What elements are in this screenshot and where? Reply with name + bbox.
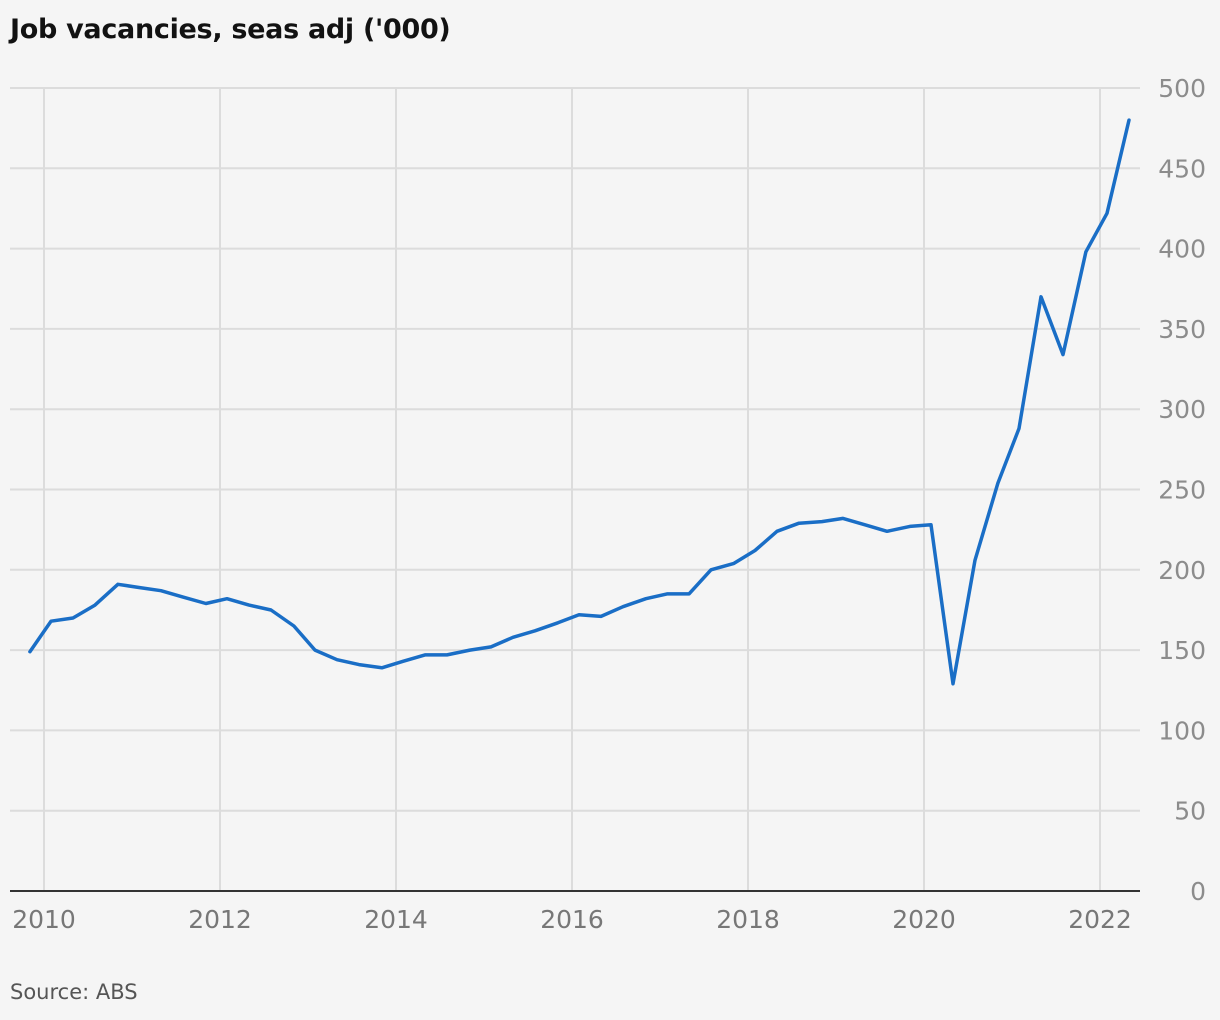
source-note: Source: ABS <box>10 980 138 1004</box>
y-tick-label: 50 <box>1174 797 1206 826</box>
y-tick-label: 250 <box>1158 476 1206 505</box>
x-tick-label: 2010 <box>12 905 76 934</box>
series-layer <box>28 118 1131 686</box>
x-tick-label: 2016 <box>540 905 604 934</box>
y-tick-label: 350 <box>1158 315 1206 344</box>
gridlines <box>10 87 1140 891</box>
y-axis-ticks: 0 50 100 150 200 250 300 350 400 450 500 <box>1158 74 1206 906</box>
y-tick-label: 300 <box>1158 395 1206 424</box>
chart-title: Job vacancies, seas adj ('000) <box>10 14 451 45</box>
series-line <box>28 118 1131 686</box>
x-tick-label: 2020 <box>892 905 956 934</box>
y-tick-label: 150 <box>1158 636 1206 665</box>
x-tick-label: 2012 <box>188 905 252 934</box>
y-tick-label: 500 <box>1158 74 1206 103</box>
y-tick-label: 0 <box>1190 877 1206 906</box>
y-tick-label: 400 <box>1158 235 1206 264</box>
y-tick-label: 200 <box>1158 556 1206 585</box>
y-tick-label: 100 <box>1158 716 1206 745</box>
x-tick-label: 2018 <box>716 905 780 934</box>
y-tick-label: 450 <box>1158 154 1206 183</box>
x-axis-ticks: 2010 2012 2014 2016 2018 2020 2022 <box>12 905 1132 934</box>
x-tick-label: 2022 <box>1068 905 1132 934</box>
x-tick-label: 2014 <box>364 905 428 934</box>
